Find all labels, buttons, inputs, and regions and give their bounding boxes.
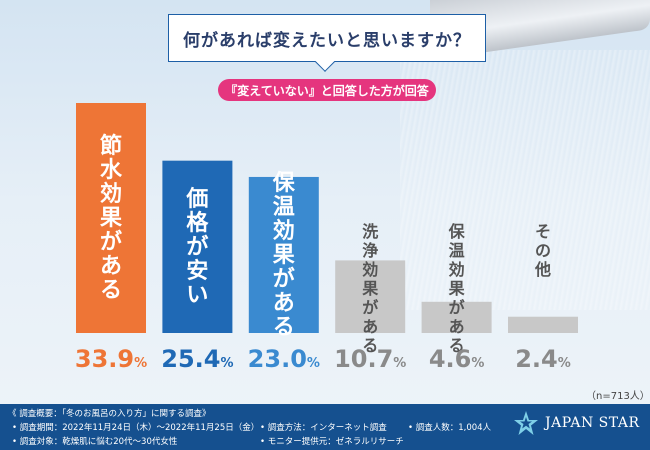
survey-provider: • モニター提供元：ゼネラルリサーチ <box>260 437 404 447</box>
respondent-filter-badge: 『変えていない』と回答した方が回答 <box>218 79 436 101</box>
category-label-1: 節水効果がある <box>100 133 123 303</box>
category-label-4: 洗浄効果がある <box>361 222 378 355</box>
bar-4 <box>335 260 406 333</box>
category-label-6: その他 <box>534 222 551 279</box>
survey-period: • 調査期間：2022年11月24日（木）〜2022年11月25日（金） <box>12 423 260 433</box>
value-label-4: 10.7% <box>334 345 406 373</box>
bar-3 <box>248 176 319 333</box>
sample-size-label: （n=713人） <box>586 391 650 402</box>
water-spray-decoration <box>400 50 650 310</box>
survey-method: • 調査方法：インターネット調査 <box>260 423 387 433</box>
value-label-1: 33.9% <box>75 345 147 373</box>
category-label-2: 価格が安い <box>185 187 209 308</box>
survey-target: • 調査対象：乾燥肌に悩む20代〜30代女性 <box>12 437 178 447</box>
category-label-5: 保温効果がある <box>448 222 466 355</box>
survey-count: • 調査人数：1,004人 <box>408 423 492 433</box>
value-label-2: 25.4% <box>161 345 233 373</box>
company-logo-text: JAPAN STAR <box>545 415 640 431</box>
bar-6 <box>508 316 578 333</box>
survey-overview: 《 調査概要：「冬のお風呂の入り方」に関する調査》 <box>8 409 211 419</box>
star-logo-icon <box>514 411 538 435</box>
bar-1 <box>76 103 146 333</box>
company-logo: JAPAN STAR <box>513 410 639 436</box>
value-label-3: 23.0% <box>248 345 320 373</box>
bar-2 <box>162 160 233 333</box>
value-label-6: 2.4% <box>515 345 571 373</box>
category-label-3: 保温効果がある <box>272 171 296 340</box>
value-label-5: 4.6% <box>429 345 485 373</box>
survey-footer: 《 調査概要：「冬のお風呂の入り方」に関する調査》 • 調査期間：2022年11… <box>0 404 650 450</box>
bar-5 <box>421 301 492 333</box>
